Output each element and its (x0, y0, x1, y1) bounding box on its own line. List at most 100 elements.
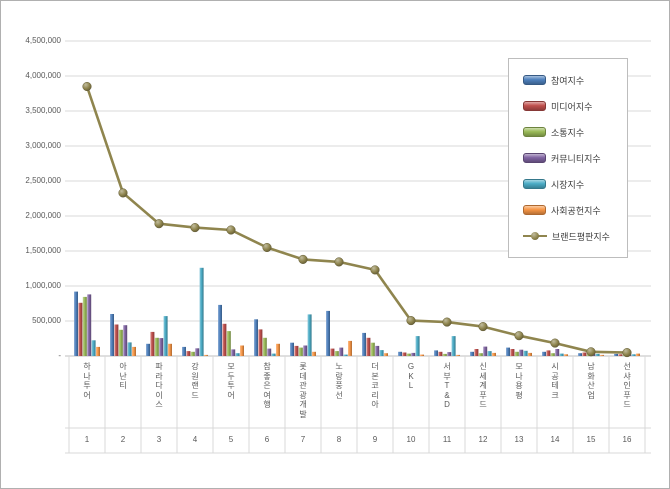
bar-커뮤니티지수 (195, 348, 200, 356)
bar-소통지수 (478, 353, 483, 356)
category-number: 5 (228, 435, 234, 444)
reputation-marker (586, 347, 596, 357)
legend-swatch-icon (523, 101, 546, 111)
bar-커뮤니티지수 (339, 347, 344, 356)
bar-미디어지수 (186, 351, 191, 356)
bar-커뮤니티지수 (519, 349, 524, 356)
bar-커뮤니티지수 (231, 349, 236, 356)
bar-소통지수 (550, 353, 555, 356)
bar-미디어지수 (366, 337, 371, 356)
category-label: 노 랑 풍 선 (335, 362, 343, 400)
bar-미디어지수 (222, 323, 227, 356)
bar-미디어지수 (582, 352, 587, 356)
bar-미디어지수 (474, 349, 479, 356)
bar-소통지수 (514, 351, 519, 356)
bar-시장지수 (523, 350, 528, 356)
category-number: 2 (120, 435, 126, 444)
legend-item: 소통지수 (523, 126, 627, 139)
category-number: 16 (622, 435, 632, 444)
bar-커뮤니티지수 (375, 345, 380, 356)
bar-참여지수 (614, 353, 618, 356)
bar-참여지수 (578, 353, 582, 356)
legend-swatch-icon (523, 127, 546, 137)
bar-소통지수 (118, 329, 123, 356)
bar-참여지수 (74, 291, 78, 356)
bar-시장지수 (199, 267, 204, 356)
category-label: 파 라 다 이 스 (155, 362, 163, 409)
bar-미디어지수 (330, 348, 335, 356)
bar-사회공헌지수 (564, 354, 568, 356)
bar-커뮤니티지수 (267, 348, 272, 356)
bar-사회공헌지수 (240, 345, 244, 356)
category-label: 강 원 랜 드 (191, 362, 199, 400)
legend-item: 사회공헌지수 (523, 204, 627, 217)
category-number: 1 (84, 435, 90, 444)
bar-커뮤니티지수 (555, 349, 560, 356)
y-tick-label: 4,000,000 (25, 71, 61, 80)
category-number: 13 (514, 435, 524, 444)
bar-소통지수 (334, 351, 339, 356)
bar-미디어지수 (150, 331, 155, 356)
legend-label: 커뮤니티지수 (551, 153, 601, 164)
bar-커뮤니티지수 (303, 345, 308, 356)
reputation-marker (370, 265, 380, 275)
y-tick-label: - (58, 351, 61, 360)
bar-소통지수 (262, 337, 267, 356)
bar-소통지수 (442, 353, 447, 356)
reputation-marker (478, 322, 488, 332)
bar-참여지수 (326, 310, 330, 356)
bar-사회공헌지수 (384, 353, 388, 356)
category-label: 남 화 산 업 (587, 362, 595, 400)
legend-label: 미디어지수 (551, 101, 593, 112)
bar-시장지수 (235, 353, 240, 356)
y-tick-label: 1,000,000 (25, 281, 61, 290)
bar-참여지수 (290, 342, 294, 356)
category-label: 더 본 코 리 아 (371, 362, 379, 409)
bar-시장지수 (271, 353, 276, 356)
bar-미디어지수 (258, 329, 263, 356)
category-label: 아 난 티 (119, 362, 127, 390)
bar-시장지수 (343, 354, 348, 356)
bar-사회공헌지수 (168, 343, 172, 356)
reputation-marker (118, 188, 128, 198)
y-tick-label: 2,500,000 (25, 176, 61, 185)
bar-미디어지수 (438, 351, 443, 356)
bar-시장지수 (595, 353, 600, 356)
legend-swatch-icon (523, 153, 546, 163)
legend-label: 사회공헌지수 (551, 205, 601, 216)
legend-swatch-icon (523, 179, 546, 189)
bar-참여지수 (470, 351, 474, 356)
reputation-marker (550, 338, 560, 348)
bar-소통지수 (82, 296, 87, 356)
category-number: 12 (478, 435, 488, 444)
category-label: 서 부 T & D (443, 362, 451, 409)
legend-item: 참여지수 (523, 74, 627, 87)
reputation-marker (622, 348, 632, 358)
legend-item: 브랜드평판지수 (523, 230, 627, 243)
bar-사회공헌지수 (276, 343, 280, 356)
category-number: 10 (406, 435, 416, 444)
category-label: 모 두 투 어 (227, 362, 235, 400)
bar-소통지수 (226, 331, 231, 356)
bar-커뮤니티지수 (483, 346, 488, 356)
bar-시장지수 (379, 350, 384, 356)
legend-item: 시장지수 (523, 178, 627, 191)
legend-label: 소통지수 (551, 127, 585, 138)
bar-사회공헌지수 (492, 352, 496, 356)
reputation-marker (334, 257, 344, 267)
bar-소통지수 (406, 353, 411, 356)
bar-소통지수 (154, 337, 159, 356)
bar-시장지수 (451, 336, 456, 356)
bar-참여지수 (182, 346, 186, 356)
bar-시장지수 (487, 351, 492, 356)
bar-커뮤니티지수 (447, 352, 452, 356)
reputation-marker (154, 219, 164, 229)
bar-시장지수 (127, 342, 132, 356)
category-label: 참 좋 은 여 행 (263, 362, 271, 409)
bar-참여지수 (542, 351, 546, 356)
category-number: 14 (550, 435, 560, 444)
bar-사회공헌지수 (312, 351, 316, 356)
legend-line-icon (523, 231, 547, 241)
bar-참여지수 (110, 314, 114, 356)
